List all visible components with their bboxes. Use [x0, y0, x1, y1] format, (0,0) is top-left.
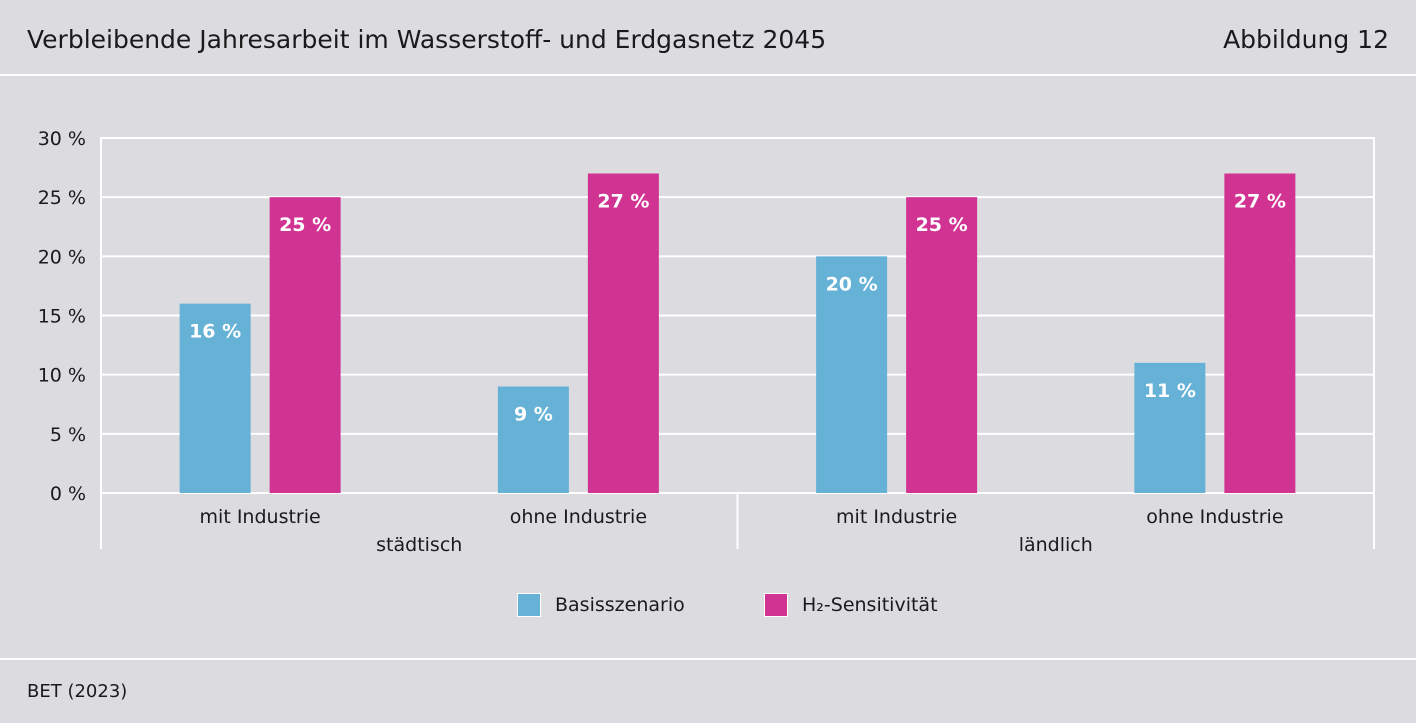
legend-item-basisszenario: Basisszenario — [517, 592, 685, 618]
x-category-label: ohne Industrie — [510, 506, 647, 528]
figure-label: Abbildung 12 — [1223, 25, 1389, 54]
legend-item-h2-sensitivitaet: H₂-Sensitivität — [764, 592, 938, 618]
chart-title: Verbleibende Jahresarbeit im Wasserstoff… — [27, 25, 827, 54]
bar-chart: 0 % 5 % 10 % 15 % 20 % 25 % 30 % 16 % 25 % mit In… — [38, 128, 1375, 556]
bar-h2-0 — [269, 197, 341, 493]
y-tick-label: 10 % — [38, 365, 86, 387]
bar-value-label: 20 % — [826, 273, 878, 295]
bar-value-label: 16 % — [189, 321, 241, 343]
x-category-label: ohne Industrie — [1146, 506, 1283, 528]
x-group-label: städtisch — [376, 534, 462, 556]
bar-value-label: 27 % — [1234, 191, 1286, 213]
legend-label-h2: H₂-Sensitivität — [802, 594, 938, 616]
bar-h2-2 — [906, 197, 978, 493]
bar-basis-2 — [816, 256, 888, 493]
footer-divider — [0, 658, 1416, 660]
bar-basis-0 — [179, 303, 251, 493]
x-group-label: ländlich — [1019, 534, 1093, 556]
legend-swatch-h2 — [764, 593, 788, 617]
bar-h2-1 — [587, 173, 659, 493]
bar-value-label: 11 % — [1144, 380, 1196, 402]
bar-value-label: 27 % — [597, 191, 649, 213]
y-tick-label: 0 % — [50, 483, 86, 505]
bar-value-label: 25 % — [279, 214, 331, 236]
y-tick-label: 30 % — [38, 128, 86, 150]
y-tick-label: 5 % — [50, 424, 86, 446]
x-category-label: mit Industrie — [836, 506, 957, 528]
legend: Basisszenario H₂-Sensitivität — [0, 592, 1416, 618]
x-category-label: mit Industrie — [200, 506, 321, 528]
bar-h2-3 — [1224, 173, 1296, 493]
bar-value-label: 9 % — [514, 404, 553, 426]
chart-header: Verbleibende Jahresarbeit im Wasserstoff… — [0, 0, 1416, 74]
bar-value-label: 25 % — [916, 214, 968, 236]
y-tick-label: 25 % — [38, 187, 86, 209]
legend-swatch-basis — [517, 593, 541, 617]
legend-label-basis: Basisszenario — [555, 594, 685, 616]
source-note: BET (2023) — [27, 681, 128, 702]
y-tick-label: 15 % — [38, 306, 86, 328]
bar-basis-1 — [497, 386, 569, 493]
y-tick-label: 20 % — [38, 246, 86, 268]
bar-basis-3 — [1134, 362, 1206, 493]
header-divider — [0, 74, 1416, 76]
